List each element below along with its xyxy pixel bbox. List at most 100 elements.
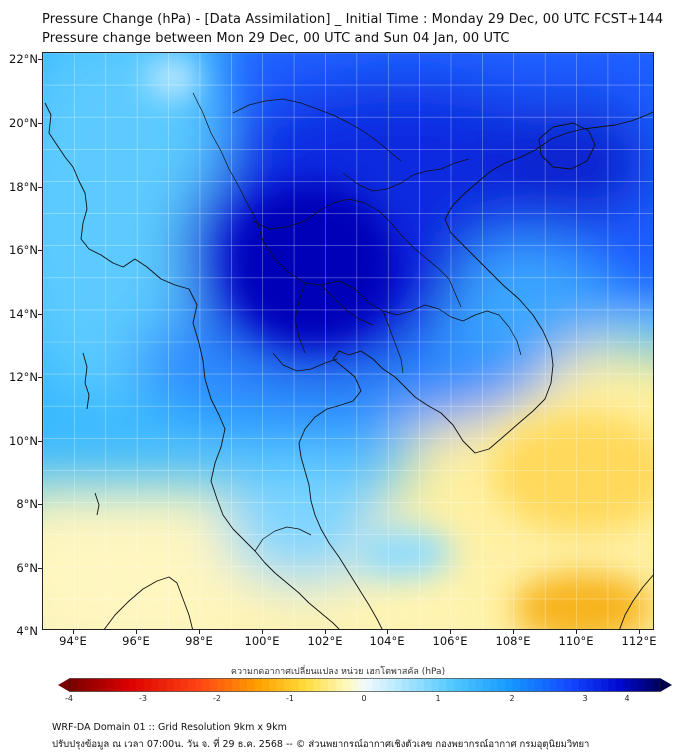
colorbar-cell bbox=[578, 678, 587, 692]
lat-label: 10°N bbox=[9, 434, 38, 448]
colorbar-cell bbox=[615, 678, 624, 692]
coastlines bbox=[44, 102, 653, 629]
colorbar-cell bbox=[490, 678, 499, 692]
colorbar-cell bbox=[84, 678, 93, 692]
colorbar-cell bbox=[92, 678, 100, 692]
colorbar-cell bbox=[460, 678, 469, 692]
colorbar-cell bbox=[328, 678, 336, 692]
pressure-change-map[interactable] bbox=[42, 52, 654, 630]
colorbar-cell bbox=[129, 678, 137, 692]
lat-label: 8°N bbox=[16, 497, 38, 511]
colorbar-cell bbox=[342, 678, 351, 692]
colorbar-tick: -4 bbox=[65, 694, 73, 703]
lat-label: 16°N bbox=[9, 243, 38, 257]
lat-label: 22°N bbox=[9, 52, 38, 66]
colorbar-cell bbox=[571, 678, 580, 692]
colorbar-cell bbox=[217, 678, 226, 692]
colorbar-cell bbox=[298, 678, 307, 692]
colorbar-cell bbox=[379, 678, 388, 692]
colorbar-cell bbox=[232, 678, 241, 692]
colorbar-cell bbox=[416, 678, 425, 692]
colorbar-cell bbox=[534, 678, 543, 692]
colorbar-max-arrow bbox=[660, 678, 672, 692]
footer-model-info: WRF-DA Domain 01 :: Grid Resolution 9km … bbox=[52, 722, 287, 733]
colorbar-cell bbox=[151, 678, 159, 692]
lon-label: 100°E bbox=[244, 634, 280, 648]
footer-credit: ปรับปรุงข้อมูล ณ เวลา 07:00น. วัน จ. ที่… bbox=[52, 739, 590, 750]
lat-label: 18°N bbox=[9, 180, 38, 194]
colorbar-cell bbox=[313, 678, 322, 692]
colorbar-cell bbox=[99, 678, 108, 692]
colorbar-cell bbox=[483, 678, 491, 692]
colorbar-cell bbox=[357, 678, 366, 692]
colorbar-cell bbox=[564, 678, 572, 692]
colorbar-cell bbox=[630, 678, 639, 692]
colorbar-cell bbox=[438, 678, 447, 692]
colorbar-cell bbox=[608, 678, 617, 692]
lon-label: 112°E bbox=[621, 634, 657, 648]
colorbar-cell bbox=[283, 678, 292, 692]
colorbar-cell bbox=[276, 678, 285, 692]
colorbar-tick: -3 bbox=[139, 694, 147, 703]
colorbar-tick: 2 bbox=[509, 694, 515, 703]
colorbar-cell bbox=[261, 678, 270, 692]
colorbar-cell bbox=[505, 678, 513, 692]
colorbar-cell bbox=[394, 678, 403, 692]
lat-label: 4°N bbox=[16, 624, 38, 638]
colorbar-tick: 4 bbox=[624, 694, 630, 703]
colorbar-cell bbox=[350, 678, 359, 692]
colorbar-cell bbox=[623, 678, 631, 692]
colorbar-cell bbox=[556, 678, 565, 692]
colorbar-cell bbox=[269, 678, 277, 692]
lon-label: 98°E bbox=[185, 634, 213, 648]
colorbar-cell bbox=[475, 678, 484, 692]
colorbar-tick: -2 bbox=[213, 694, 221, 703]
colorbar-cell bbox=[188, 678, 196, 692]
colorbar-cell bbox=[497, 678, 506, 692]
lon-label: 110°E bbox=[558, 634, 594, 648]
colorbar-cell bbox=[224, 678, 233, 692]
lon-label: 94°E bbox=[59, 634, 87, 648]
lat-label: 6°N bbox=[16, 561, 38, 575]
colorbar-cell bbox=[372, 678, 381, 692]
colorbar-tick: 0 bbox=[361, 694, 367, 703]
graticule bbox=[43, 53, 653, 629]
colorbar-min-arrow bbox=[58, 678, 70, 692]
lon-label: 96°E bbox=[122, 634, 150, 648]
pressure-core bbox=[148, 60, 653, 629]
colorbar-cell bbox=[247, 678, 255, 692]
colorbar-tick: 3 bbox=[582, 694, 588, 703]
colorbar-cell bbox=[70, 678, 78, 692]
colorbar-cell bbox=[158, 678, 167, 692]
colorbar-cell bbox=[593, 678, 602, 692]
colorbar bbox=[58, 678, 672, 692]
colorbar-cell bbox=[453, 678, 462, 692]
colorbar-cell bbox=[446, 678, 454, 692]
colorbar-cell bbox=[601, 678, 609, 692]
colorbar-cell bbox=[645, 678, 654, 692]
map-canvas bbox=[43, 53, 653, 629]
colorbar-cell bbox=[468, 678, 477, 692]
borders bbox=[192, 92, 522, 552]
colorbar-cell bbox=[195, 678, 204, 692]
lon-label: 108°E bbox=[495, 634, 531, 648]
colorbar-cell bbox=[401, 678, 410, 692]
colorbar-cell bbox=[121, 678, 130, 692]
colorbar-cell bbox=[387, 678, 395, 692]
colorbar-cell bbox=[365, 678, 373, 692]
colorbar-cell bbox=[431, 678, 440, 692]
colorbar-cell bbox=[527, 678, 536, 692]
colorbar-cell bbox=[335, 678, 344, 692]
chart-subtitle: Pressure change between Mon 29 Dec, 00 U… bbox=[42, 31, 510, 46]
pressure-field bbox=[43, 53, 653, 629]
colorbar-cell bbox=[519, 678, 528, 692]
colorbar-tick: -1 bbox=[286, 694, 294, 703]
colorbar-cell bbox=[424, 678, 432, 692]
lon-label: 104°E bbox=[369, 634, 405, 648]
colorbar-cell bbox=[136, 678, 145, 692]
chart-title: Pressure Change (hPa) - [Data Assimilati… bbox=[42, 12, 664, 27]
colorbar-cell bbox=[542, 678, 550, 692]
colorbar-cell bbox=[409, 678, 418, 692]
colorbar-cell bbox=[239, 678, 248, 692]
colorbar-cell bbox=[652, 678, 661, 692]
